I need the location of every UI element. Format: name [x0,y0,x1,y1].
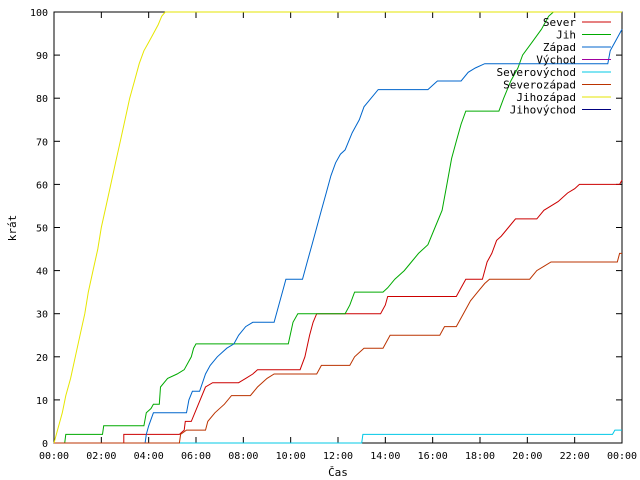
x-tick-label: 08:00 [228,451,258,462]
legend: SeverJihZápadVýchodSeverovýchodSeverozáp… [497,16,611,117]
series-line-2 [54,11,622,444]
legend-entry-label: Jihozápad [516,91,576,104]
y-axis-label: krát [6,215,19,242]
legend-entry-label: Severozápad [503,79,576,92]
y-tick-label: 30 [36,310,48,321]
y-tick-label: 0 [42,439,48,450]
series-line-5 [54,429,622,444]
x-tick-label: 16:00 [418,451,448,462]
x-tick-label: 12:00 [323,451,353,462]
series-line-1 [54,179,623,444]
x-tick-label: 00:00 [39,451,69,462]
legend-entry-label: Sever [543,16,576,29]
x-axis-label: Čas [328,466,348,479]
y-tick-label: 40 [36,267,48,278]
y-tick-label: 70 [36,137,48,148]
series-line-7 [53,11,622,444]
axis-ticks: 00:00 02:00 04:00 06:00 08:00 10:00 12:00 14:00… [30,8,637,462]
y-tick-label: 80 [36,94,48,105]
x-tick-label: 18:00 [465,451,495,462]
y-tick-label: 100 [30,8,48,19]
legend-entry-label: Severovýchod [497,66,576,79]
y-tick-label: 90 [36,51,48,62]
legend-entry-label: Západ [543,41,576,54]
x-tick-label: 06:00 [181,451,211,462]
y-tick-label: 50 [36,224,48,235]
x-tick-label: 22:00 [560,451,590,462]
series-lines [53,11,623,444]
x-tick-label: 14:00 [370,451,400,462]
series-line-6 [54,252,622,444]
legend-entry-label: Jihovýchod [510,104,576,117]
x-tick-label: 10:00 [276,451,306,462]
x-tick-label: 02:00 [86,451,116,462]
y-tick-label: 20 [36,353,48,364]
series-line-3 [54,28,623,444]
y-tick-label: 60 [36,180,48,191]
y-tick-label: 10 [36,396,48,407]
x-tick-label: 20:00 [512,451,542,462]
legend-entry-label: Východ [536,54,576,67]
legend-entry-label: Jih [556,29,576,42]
x-tick-label: 00:00 [607,451,637,462]
x-tick-label: 04:00 [134,451,164,462]
